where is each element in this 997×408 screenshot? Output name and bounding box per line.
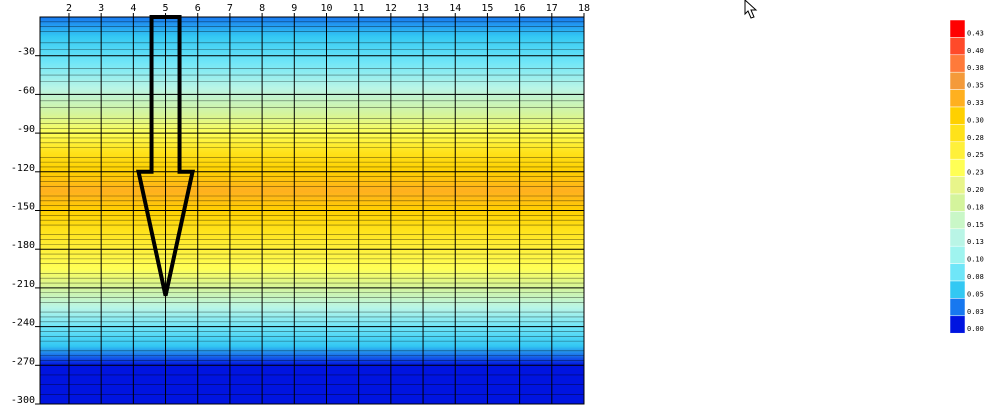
x-tick-label: 17 <box>546 3 558 14</box>
colorbar-label: 0.13 <box>967 238 984 246</box>
y-tick-label: -240 <box>11 318 35 329</box>
colorbar-swatch <box>949 315 966 334</box>
colorbar-swatch <box>949 124 966 143</box>
colorbar-label: 0.33 <box>967 99 984 107</box>
y-tick-label: -60 <box>17 85 35 96</box>
y-axis: -30 -60 -90 -120 -150 -180 -210 -240 -270 -300 <box>11 47 40 406</box>
x-tick-label: 3 <box>98 3 104 14</box>
colorbar-label: 0.25 <box>967 151 984 159</box>
colorbar-label: 0.08 <box>967 273 984 281</box>
x-tick-label: 10 <box>320 3 332 14</box>
mouse-pointer-icon <box>744 0 758 19</box>
y-tick-label: -150 <box>11 202 35 213</box>
colorbar-swatch <box>949 263 966 282</box>
colorbar-swatch <box>949 211 966 230</box>
y-tick-label: -180 <box>11 240 35 251</box>
x-tick-label: 16 <box>514 3 526 14</box>
x-tick-label: 6 <box>195 3 201 14</box>
x-tick-label: 12 <box>385 3 397 14</box>
x-axis: 2 3 4 5 6 7 8 9 10 11 12 13 14 15 16 17 18 <box>66 3 590 17</box>
x-tick-label: 15 <box>481 3 493 14</box>
x-tick-label: 7 <box>227 3 233 14</box>
colorbar-label: 0.10 <box>967 256 984 264</box>
colorbar-label: 0.20 <box>967 186 984 194</box>
colorbar-swatch <box>949 245 966 264</box>
colorbar-swatch <box>949 89 966 108</box>
x-tick-label: 5 <box>163 3 169 14</box>
y-tick-label: -300 <box>11 395 35 406</box>
x-tick-label: 2 <box>66 3 72 14</box>
y-tick-label: -120 <box>11 163 35 174</box>
colorbar-swatch <box>949 228 966 247</box>
colorbar-swatch <box>949 19 966 38</box>
colorbar-swatch <box>949 158 966 177</box>
colorbar-legend: 0.43 0.40 0.38 0.35 0.33 0.30 0.28 0.25 0.23 0.20… <box>949 19 984 334</box>
y-tick-label: -270 <box>11 356 35 367</box>
colorbar-label: 0.15 <box>967 221 984 229</box>
colorbar-label: 0.23 <box>967 169 984 177</box>
colorbar-label: 0.43 <box>967 29 984 37</box>
colorbar-swatch <box>949 280 966 299</box>
colorbar-swatch <box>949 141 966 160</box>
colorbar-swatch <box>949 176 966 195</box>
x-tick-label: 14 <box>449 3 461 14</box>
colorbar-label: 0.18 <box>967 203 984 211</box>
colorbar-label: 0.03 <box>967 308 984 316</box>
colorbar-label: 0.05 <box>967 290 984 298</box>
y-tick-label: -90 <box>17 124 35 135</box>
colorbar-label: 0.40 <box>967 47 984 55</box>
colorbar-swatch <box>949 71 966 90</box>
colorbar-swatch <box>949 37 966 56</box>
y-tick-label: -210 <box>11 279 35 290</box>
colorbar-swatch <box>949 193 966 212</box>
arrow-annotation <box>136 15 196 297</box>
x-tick-label: 13 <box>417 3 429 14</box>
colorbar-label: 0.28 <box>967 134 984 142</box>
x-tick-label: 4 <box>130 3 136 14</box>
x-tick-label: 9 <box>291 3 297 14</box>
colorbar-swatch <box>949 106 966 125</box>
colorbar-swatch <box>949 54 966 73</box>
y-tick-label: -30 <box>17 47 35 58</box>
colorbar-label: 0.38 <box>967 64 984 72</box>
x-tick-label: 11 <box>353 3 365 14</box>
x-tick-label: 8 <box>259 3 265 14</box>
colorbar-swatch <box>949 298 966 317</box>
colorbar-label: 0.30 <box>967 116 984 124</box>
colorbar-label: 0.35 <box>967 82 984 90</box>
depth-arrow <box>136 15 196 297</box>
colorbar-label: 0.00 <box>967 325 984 333</box>
x-tick-label: 18 <box>578 3 590 14</box>
